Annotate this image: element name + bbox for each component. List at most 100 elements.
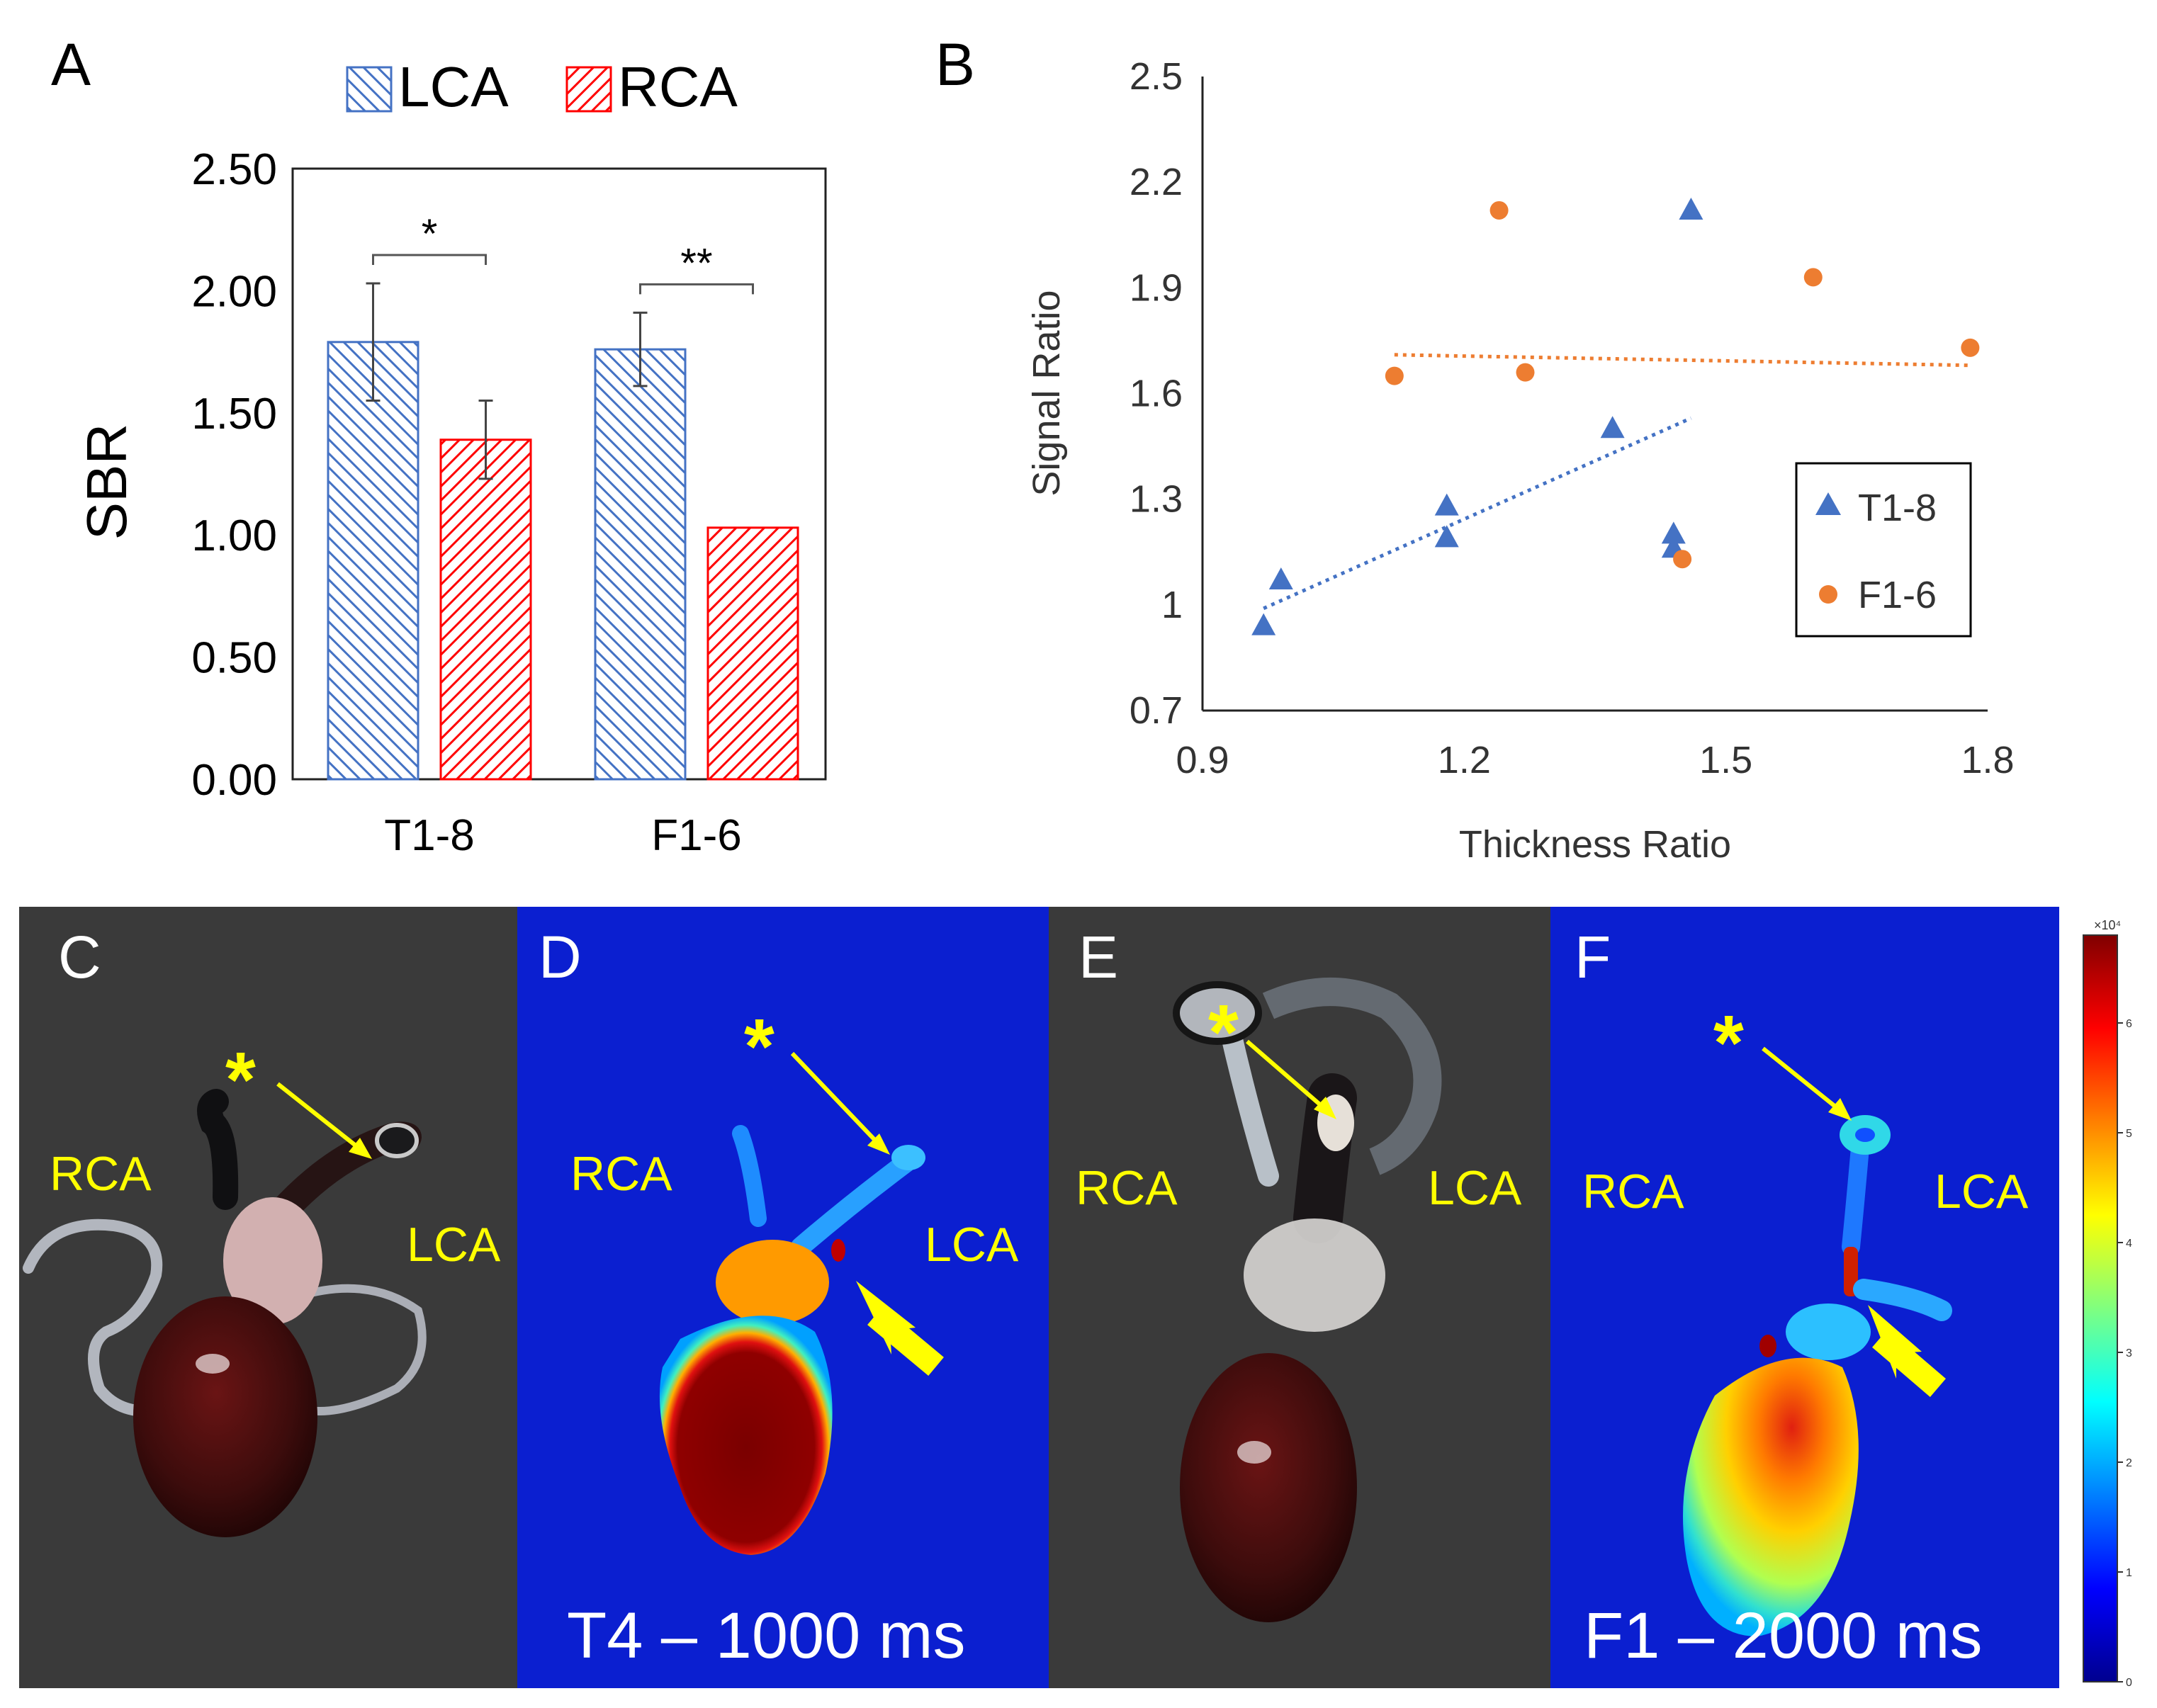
y-tick-label-a: 0.00 [191,756,277,805]
legend-lca-swatch [346,66,393,113]
x-tick-label-a: T1-8 [384,811,474,860]
colorbar-tick-label: 0 [2126,1677,2132,1689]
colorbar-tick-label: 2 [2126,1457,2132,1469]
pointer-head-f [1828,1098,1852,1121]
y-tick-label-b: 0.7 [1130,689,1183,732]
y-axis-title-b: Signal Ratio [1025,290,1068,496]
vessel-rca-c [197,1089,239,1210]
legend-f-marker [1819,585,1837,604]
y-ticks-a: 0.00 0.50 1.00 1.50 2.00 2.50 [191,145,277,805]
y-tick-label-b: 2.2 [1130,161,1183,203]
heart-glare-c [196,1354,230,1374]
significance-label: * [422,211,438,257]
colorbar-gradient [2083,934,2118,1682]
vessel-lca-d [791,1152,917,1257]
legend-t-marker [1815,492,1841,515]
aortic-root-f [1786,1303,1871,1360]
legend-f-label: F1-6 [1858,574,1937,616]
panel-c: C RCA LCA * [19,907,517,1688]
colorbar: ×10⁴ 0 1 2 3 4 5 6 [2083,918,2132,1689]
x-tick-label-b: 1.2 [1438,739,1491,781]
plot-frame-a [291,167,827,781]
panel-label-a: A [51,31,91,98]
hotspot-f [1759,1335,1776,1357]
point-t1-8 [1251,613,1276,635]
x-tick-labels-a: T1-8 F1-6 [384,811,741,860]
point-f1-6 [1673,550,1692,569]
caption-f: F1 – 2000 ms [1584,1600,1983,1672]
y-tick-label-b: 2.5 [1130,55,1183,98]
tissue-streak-e [1262,978,1442,1175]
label-rca-f: RCA [1582,1165,1684,1218]
pointer-head-d [867,1133,890,1155]
y-tick-label-a: 2.00 [191,267,277,316]
asterisk-d: * [744,1003,775,1090]
label-rca-c: RCA [50,1147,152,1201]
vessel-tip-core-f [1855,1128,1875,1142]
asterisk-c: * [225,1036,256,1124]
panel-f: F RCA LCA * F1 – 2000 ms [1550,907,2059,1688]
panel-a: A LCA RCA SBR 0.00 0.50 1.00 1.50 2.00 2.50 T… [51,31,827,860]
legend-b: T1-8 F1-6 [1795,462,1972,638]
label-lca-f: LCA [1934,1165,2029,1218]
significance-a: *** [372,211,754,295]
significance-label: ** [680,240,712,286]
point-f1-6 [1489,200,1509,220]
colorbar-tick-label: 1 [2126,1567,2132,1579]
bars-a [327,282,799,781]
panel-label-e: E [1078,924,1118,990]
bar-lca-f1-6 [594,348,687,781]
point-t1-8 [1434,493,1459,516]
legend-t-label: T1-8 [1858,487,1937,529]
x-ticks-b: 0.9 1.2 1.5 1.8 [1176,739,2014,781]
trendline-f1-6 [1394,353,1971,368]
tissue-streak-c [23,1218,169,1417]
bar-rca-f1-6 [706,526,799,781]
panel-e: E RCA LCA * [1049,907,1550,1688]
pointer-line-f [1762,1046,1844,1114]
vessel-rca-d [732,1125,767,1227]
label-rca-d: RCA [570,1147,672,1201]
panel-d: D RCA LCA * T4 – 1000 ms [517,907,1049,1688]
label-lca-d: LCA [925,1218,1019,1272]
legend-a: LCA RCA [346,55,738,118]
point-f1-6 [1385,366,1404,385]
vessel-tip-d [891,1145,925,1170]
label-rca-e: RCA [1076,1161,1178,1215]
colorbar-exponent: ×10⁴ [2094,918,2121,932]
point-f1-6 [1516,363,1535,382]
x-tick-label-b: 1.5 [1699,739,1752,781]
y-tick-label-a: 0.50 [191,634,277,683]
y-tick-label-b: 1.3 [1130,478,1183,521]
colorbar-tick-label: 6 [2126,1018,2132,1030]
y-tick-label-a: 2.50 [191,145,277,194]
legend-lca-label: LCA [398,55,509,118]
pointer-line-c [276,1082,364,1153]
point-t1-8 [1268,567,1293,590]
vessel-lca-f [1842,1138,1869,1256]
trendlines-b [1263,353,1971,611]
aortic-root-d [716,1240,829,1325]
x-axis-title-b: Thickness Ratio [1459,823,1731,866]
arrow-shaft-d [867,1306,944,1376]
legend-rca-label: RCA [618,55,738,118]
colorbar-tick-label: 5 [2126,1128,2132,1140]
panel-label-b: B [935,31,975,98]
trendline-t1-8 [1263,417,1692,611]
heart-e [1180,1353,1357,1622]
point-f1-6 [1803,268,1823,287]
hotspot-d [831,1239,845,1262]
significance-bracket [639,283,754,295]
pointer-head-c [349,1138,372,1159]
label-lca-c: LCA [407,1218,501,1272]
pointer-line-d [790,1051,883,1148]
panel-label-f: F [1575,924,1611,990]
legend-box-b [1795,462,1972,638]
y-tick-label-b: 1.6 [1130,373,1183,415]
x-tick-label-a: F1-6 [651,811,741,860]
y-tick-label-a: 1.00 [191,511,277,560]
point-t1-8 [1600,416,1625,439]
asterisk-e: * [1208,989,1239,1076]
y-axis-title-a: SBR [75,424,138,541]
